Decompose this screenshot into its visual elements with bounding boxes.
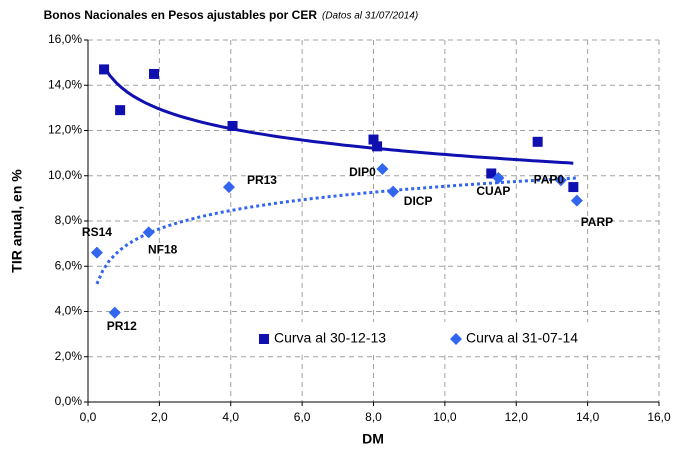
point	[368, 134, 379, 145]
chart-title: Bonos Nacionales en Pesos ajustables por…	[44, 8, 318, 22]
point	[387, 185, 400, 198]
legend-box	[250, 322, 640, 352]
chart-subtitle: (Datos al 31/07/2014)	[322, 11, 418, 22]
legend-label: Curva al 30-12-13	[274, 330, 386, 346]
x-tick-label: 0,0	[80, 410, 97, 424]
point	[99, 64, 110, 75]
point-label: DIP0	[349, 165, 376, 179]
point	[108, 306, 121, 319]
point	[492, 172, 505, 185]
point	[486, 168, 497, 179]
y-tick-label: 12,0%	[48, 123, 82, 137]
point-label: PARP	[581, 215, 613, 229]
y-tick-label: 6,0%	[55, 258, 83, 272]
point-label: RS14	[82, 225, 112, 239]
point	[227, 120, 238, 131]
legend-marker	[259, 334, 269, 344]
x-tick-label: 12,0	[505, 410, 529, 424]
y-tick-label: 14,0%	[48, 77, 82, 91]
legend-marker	[450, 333, 462, 345]
point-label: NF18	[148, 242, 178, 256]
y-axis-label: TIR anual, en %	[9, 169, 25, 273]
x-tick-label: 6,0	[294, 410, 311, 424]
x-tick-label: 4,0	[222, 410, 239, 424]
x-tick-label: 10,0	[433, 410, 457, 424]
y-tick-label: 4,0%	[55, 304, 83, 318]
trend-line	[95, 176, 577, 285]
point-label: PR13	[247, 173, 277, 187]
point	[372, 141, 383, 152]
legend: Curva al 30-12-13 Curva al 31-07-14	[250, 322, 640, 352]
point	[142, 226, 155, 239]
point	[115, 105, 126, 116]
x-axis-label: DM	[362, 431, 384, 447]
point	[376, 162, 389, 175]
y-tick-label: 10,0%	[48, 168, 82, 182]
point	[222, 181, 235, 194]
point-label: CUAP	[476, 184, 510, 198]
x-tick-label: 16,0	[647, 410, 671, 424]
y-tick-label: 8,0%	[55, 213, 83, 227]
point	[570, 194, 583, 207]
point-label: DICP	[404, 194, 433, 208]
y-tick-label: 16,0%	[48, 32, 82, 46]
x-tick-label: 2,0	[151, 410, 168, 424]
y-tick-label: 0,0%	[55, 394, 83, 408]
point	[554, 174, 567, 187]
x-tick-label: 14,0	[576, 410, 600, 424]
y-tick-label: 2,0%	[55, 349, 83, 363]
point	[149, 68, 160, 79]
point	[90, 246, 103, 259]
x-tick-label: 8,0	[365, 410, 382, 424]
legend-label: Curva al 31-07-14	[466, 330, 578, 346]
point-label: PAP0	[534, 172, 565, 186]
trend-line	[102, 65, 574, 165]
point-label: PR12	[107, 319, 137, 333]
point	[568, 182, 579, 193]
point	[532, 136, 543, 147]
